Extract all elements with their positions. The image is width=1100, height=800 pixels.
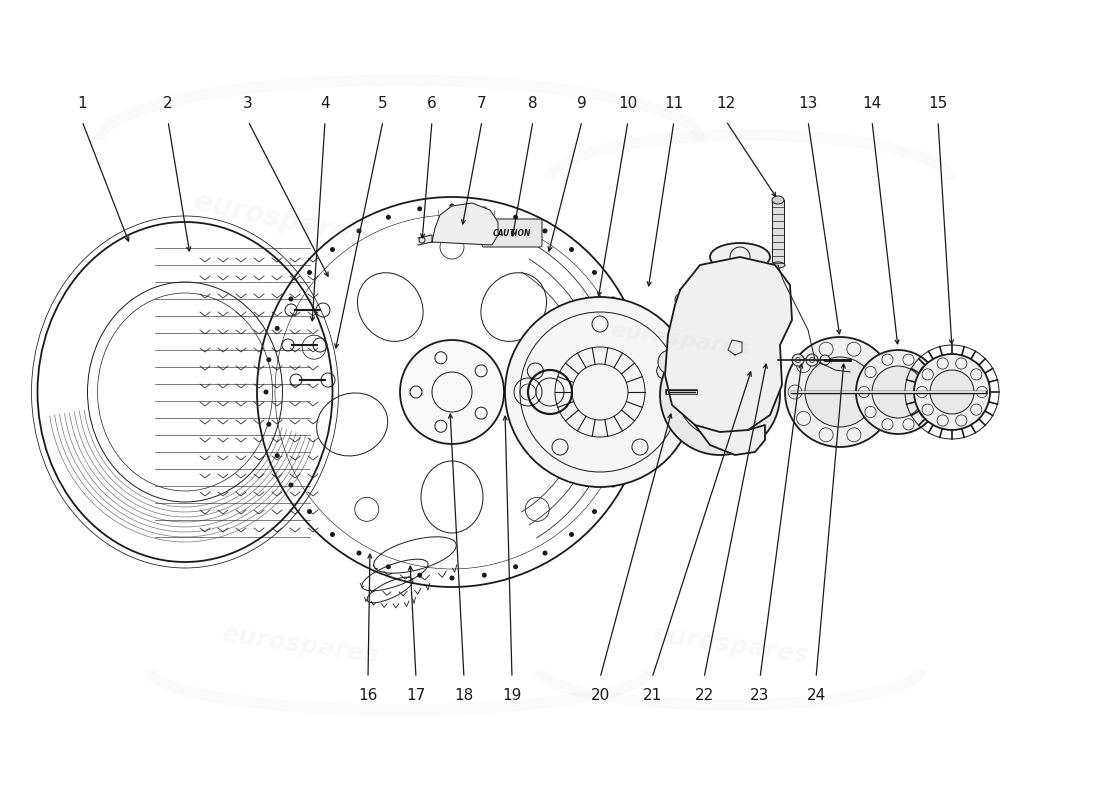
Circle shape [542,550,548,555]
Text: 1: 1 [77,95,87,110]
Circle shape [785,337,895,447]
Ellipse shape [710,243,770,271]
Text: 9: 9 [578,95,587,110]
Text: 4: 4 [320,95,330,110]
Circle shape [450,575,454,581]
Circle shape [632,422,638,426]
Circle shape [542,229,548,234]
Circle shape [610,297,616,302]
Circle shape [288,297,294,302]
Polygon shape [666,257,792,432]
Circle shape [636,390,640,394]
Circle shape [330,532,334,537]
Circle shape [569,532,574,537]
Circle shape [386,214,390,220]
Circle shape [417,573,422,578]
Circle shape [610,482,616,487]
Circle shape [307,270,312,275]
Circle shape [660,335,780,455]
Text: 6: 6 [427,95,437,110]
Circle shape [625,326,629,331]
Circle shape [450,203,454,209]
Text: 20: 20 [591,689,609,703]
Circle shape [266,358,272,362]
Circle shape [805,357,874,427]
Circle shape [625,453,629,458]
Circle shape [658,350,682,374]
Circle shape [330,247,334,252]
Circle shape [505,297,695,487]
Circle shape [592,270,597,275]
Text: 22: 22 [694,689,714,703]
Text: 14: 14 [862,95,881,110]
Circle shape [275,453,279,458]
Circle shape [386,564,390,570]
Text: CAUTION: CAUTION [493,229,531,238]
Text: 3: 3 [243,95,253,110]
Text: 7: 7 [477,95,487,110]
Circle shape [400,340,504,444]
Circle shape [569,247,574,252]
Ellipse shape [772,196,784,204]
Text: eurospares: eurospares [191,188,368,252]
Text: 24: 24 [806,689,826,703]
Circle shape [751,351,769,369]
Ellipse shape [771,262,785,268]
Text: 10: 10 [618,95,638,110]
Text: 16: 16 [359,689,377,703]
FancyBboxPatch shape [482,219,542,247]
Circle shape [513,214,518,220]
Polygon shape [432,203,498,245]
Text: eurospares: eurospares [609,320,751,360]
Circle shape [275,326,279,331]
Polygon shape [418,235,432,245]
Text: 8: 8 [528,95,538,110]
Text: 18: 18 [454,689,474,703]
Text: eurospares: eurospares [220,622,380,668]
Circle shape [856,350,940,434]
Circle shape [356,550,362,555]
Circle shape [264,390,268,394]
Text: 5: 5 [378,95,388,110]
Text: eurospares: eurospares [650,622,810,668]
Circle shape [792,354,804,366]
Circle shape [592,509,597,514]
Circle shape [482,206,487,211]
Text: 11: 11 [664,95,683,110]
Polygon shape [728,340,743,355]
Text: 15: 15 [928,95,947,110]
Text: 13: 13 [799,95,817,110]
Text: 19: 19 [503,689,521,703]
Text: 21: 21 [642,689,661,703]
Bar [742,352,778,368]
Circle shape [417,206,422,211]
Text: 23: 23 [750,689,770,703]
Circle shape [482,573,487,578]
Circle shape [806,354,818,366]
Circle shape [914,354,990,430]
Circle shape [266,422,272,426]
Text: 2: 2 [163,95,173,110]
Circle shape [356,229,362,234]
Polygon shape [695,425,764,455]
Circle shape [307,509,312,514]
Text: 17: 17 [406,689,426,703]
Circle shape [632,358,638,362]
Circle shape [930,370,974,414]
Circle shape [513,564,518,570]
Circle shape [872,366,924,418]
Text: 12: 12 [716,95,736,110]
Circle shape [820,355,830,365]
Circle shape [288,482,294,487]
Bar [772,200,784,265]
